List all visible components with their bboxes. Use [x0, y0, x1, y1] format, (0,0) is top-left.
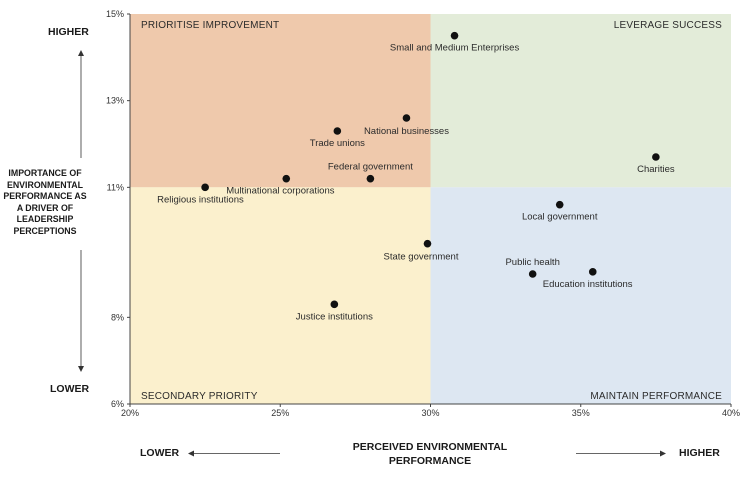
data-point-label: Public health: [505, 257, 559, 268]
y-high-label: HIGHER: [48, 26, 89, 38]
data-point-label: Federal government: [328, 162, 413, 173]
data-point-label: National businesses: [364, 126, 449, 137]
data-point-label: Multinational corporations: [226, 186, 335, 197]
data-point-label: Education institutions: [543, 279, 633, 290]
quadrant-maintain-performance: [430, 187, 731, 404]
data-point-label: Small and Medium Enterprises: [390, 43, 520, 54]
data-point: [423, 239, 432, 248]
data-point-label: Local government: [522, 212, 598, 223]
data-point: [588, 268, 597, 276]
y-axis-title: IMPORTANCE OF ENVIRONMENTAL PERFORMANCE …: [3, 168, 87, 236]
quadrant-label: MAINTAIN PERFORMANCE: [590, 391, 722, 402]
data-point-label: State government: [383, 252, 458, 263]
quadrant-label: SECONDARY PRIORITY: [141, 391, 258, 402]
axes: 20% 25% 30% 35% 40% 6% 8% 11% 13% 15%: [106, 9, 740, 418]
data-point: [555, 200, 564, 209]
quadrant-label: LEVERAGE SUCCESS: [614, 20, 722, 31]
y-tick-label: 6%: [111, 399, 124, 409]
data-point-label: Justice institutions: [296, 311, 373, 322]
data-point: [201, 183, 209, 192]
data-point: [528, 270, 537, 278]
x-tick-label: 25%: [271, 408, 289, 418]
data-point: [282, 174, 291, 183]
data-point-label: Trade unions: [310, 138, 365, 149]
quadrant-prioritise-improvement: [130, 14, 431, 188]
y-tick-label: 11%: [107, 182, 124, 192]
y-tick-label: 13%: [106, 96, 124, 106]
data-point: [402, 114, 411, 122]
y-low-label: LOWER: [50, 383, 90, 395]
y-tick-label: 15%: [106, 9, 124, 19]
data-point: [450, 31, 459, 40]
x-tick-label: 35%: [572, 408, 590, 418]
data-point: [333, 127, 342, 135]
y-tick-label: 8%: [111, 312, 124, 322]
x-high-label: HIGHER: [679, 447, 720, 459]
x-tick-label: 40%: [722, 408, 740, 418]
axis-arrows: [78, 50, 666, 457]
quadrant-label: PRIORITISE IMPROVEMENT: [141, 20, 279, 31]
data-point: [652, 153, 660, 161]
x-tick-label: 20%: [121, 408, 139, 418]
arrow-head: [660, 450, 666, 457]
quadrant-leverage-success: [430, 14, 731, 188]
data-point-label: Charities: [637, 164, 675, 175]
x-axis-title: PERCEIVED ENVIRONMENTAL PERFORMANCE: [352, 441, 508, 467]
quadrant-secondary-priority: [130, 187, 431, 404]
x-low-label: LOWER: [140, 447, 180, 459]
data-point: [366, 174, 375, 183]
data-point: [330, 300, 339, 309]
arrow-head: [78, 50, 84, 56]
x-tick-label: 30%: [421, 408, 439, 418]
quadrant-backgrounds: [130, 14, 731, 404]
data-points: Small and Medium Enterprises National bus…: [157, 31, 675, 322]
arrow-head: [188, 450, 194, 457]
quadrant-labels: PRIORITISE IMPROVEMENT LEVERAGE SUCCESS SE…: [141, 20, 722, 402]
arrow-head: [78, 366, 84, 372]
data-point-label: Religious institutions: [157, 194, 244, 205]
